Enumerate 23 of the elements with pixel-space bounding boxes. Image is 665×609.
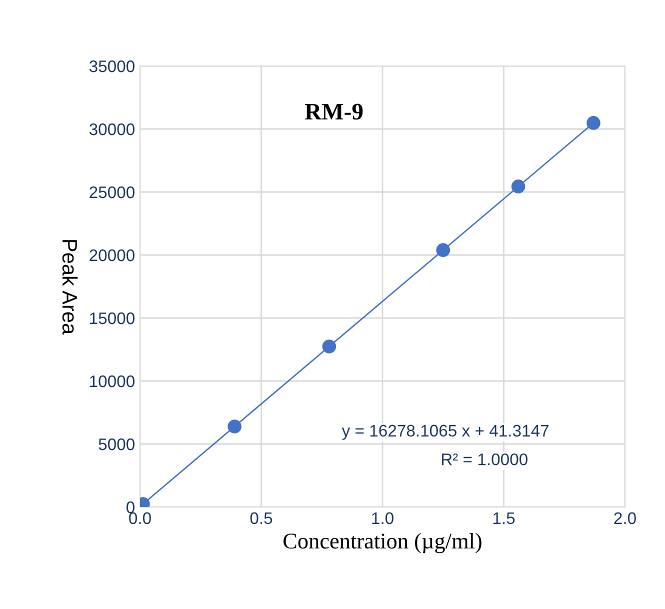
x-tick-label: 2.0	[614, 512, 636, 524]
annotation: R² = 1.0000	[442, 453, 528, 466]
y-tick-label: 10000	[90, 375, 134, 388]
y-tick-label: 25000	[90, 186, 134, 198]
text: RM-9	[304, 104, 363, 120]
x-axis-title: Concentration (µg/ml)	[284, 532, 482, 554]
point	[228, 420, 242, 434]
x-tick-label: 0.5	[250, 512, 272, 524]
x-tick-label: 1.5	[493, 512, 515, 524]
point	[586, 116, 600, 130]
y-tick-label: 30000	[89, 123, 134, 136]
annotation: y = 16278.1065 x + 41.3147	[342, 424, 549, 440]
point	[322, 340, 336, 354]
y-axis-title: Peak Area	[62, 240, 78, 335]
x-tick-label: 0.0	[129, 512, 151, 524]
point	[436, 243, 450, 257]
y-tick-label: 0	[126, 501, 134, 514]
y-tick-label: 20000	[90, 249, 134, 262]
y-tick-label: 35000	[89, 60, 134, 72]
point	[511, 180, 526, 194]
y-tick-label: 15000	[90, 312, 134, 324]
x-tick-label: 1.0	[372, 512, 394, 524]
y-tick-label: 5000	[98, 438, 134, 450]
